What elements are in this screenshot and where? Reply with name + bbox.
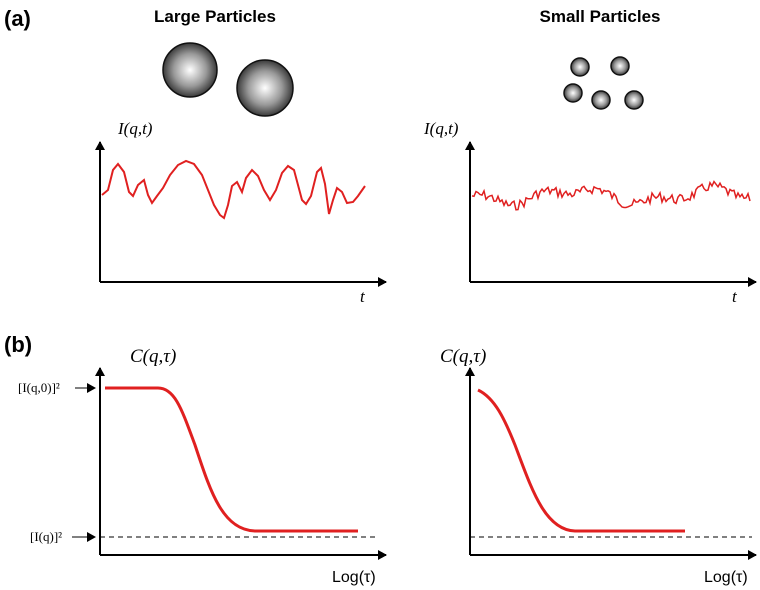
particles: [162, 42, 644, 117]
title: Large Particles: [154, 7, 276, 26]
y-label: I(q,t): [117, 119, 153, 138]
x-label: t: [732, 287, 738, 306]
y-label: I(q,t): [423, 119, 459, 138]
x-label: t: [360, 287, 366, 306]
level-label: [I(q,0)]²: [18, 380, 60, 395]
intensity-trace: [471, 180, 751, 211]
panel-label: (b): [4, 332, 32, 357]
y-label: C(q,τ): [130, 346, 176, 367]
panel-label: (a): [4, 6, 31, 31]
correlation-curve: [105, 386, 358, 533]
correlation-curve: [477, 388, 685, 533]
level-label: [I(q)]²: [30, 529, 62, 544]
title: Small Particles: [540, 7, 661, 26]
x-label: Log(τ): [704, 569, 748, 586]
x-label: Log(τ): [332, 569, 376, 586]
intensity-trace: [101, 159, 366, 220]
y-label: C(q,τ): [440, 346, 486, 367]
